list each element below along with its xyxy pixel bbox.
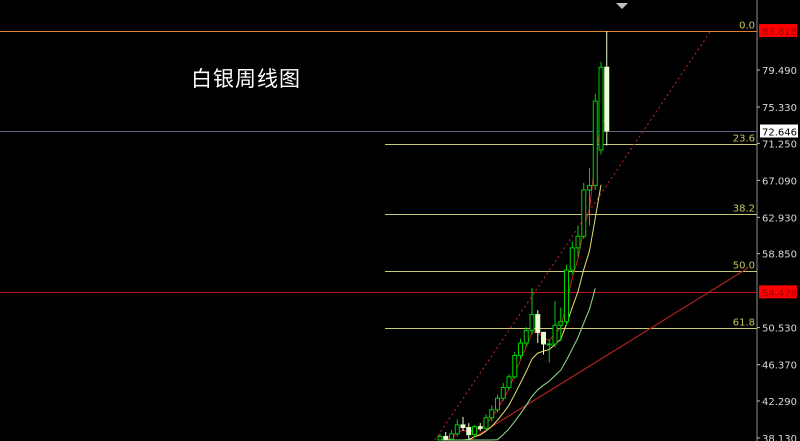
trend-channel-dotted [434,31,711,441]
candle-body [460,424,466,429]
candle [541,331,546,355]
candle [483,414,489,432]
candle-body [569,247,575,271]
y-tick-label: 58.850 [762,250,797,261]
fib-level-label: 61.8 [733,318,755,329]
candle-body [564,269,569,323]
chart-title: 白银周线图 [191,67,301,91]
current-price-label: 72.646 [762,128,797,139]
y-tick-label: 67.090 [762,176,797,187]
candle [466,423,472,440]
ma-fast-line [440,117,608,441]
candle [592,93,598,191]
candle-body [466,427,472,436]
candle [489,405,495,422]
candle [518,338,523,360]
candle-body [546,343,552,346]
candle-body [587,185,592,191]
trend-line [469,267,749,441]
candle [529,287,535,335]
fib-level-label: 23.6 [733,134,755,145]
candle-body [506,376,512,389]
candle-body [449,433,454,440]
candle-body [529,314,535,332]
candle [569,241,575,275]
candle [564,264,569,326]
candle-body [495,397,500,411]
candle-body [477,426,483,429]
y-tick-label: 50.530 [762,324,797,335]
y-tick-label: 46.370 [762,361,797,372]
candle-body [535,314,541,333]
candle-body [604,66,610,132]
fib-level-label: 38.2 [733,204,755,215]
candle-body [483,417,489,429]
candle [587,167,592,226]
candle [472,424,477,438]
candle-body [512,354,518,378]
candle-body [541,331,546,345]
candle [575,225,581,257]
y-tick-label: 79.490 [762,66,797,77]
candle-body [558,321,564,326]
candle-body [443,435,449,440]
candle [506,374,512,391]
candle [558,307,564,342]
candle [449,430,454,440]
candle [454,419,460,437]
y-tick-label: 71.250 [762,139,797,150]
fib-level-label: 0.0 [739,21,755,32]
candle [598,61,604,155]
price-tag [759,24,797,38]
candle [546,339,552,363]
price-tag-label: 54.428 [762,288,797,299]
price-tag-label: 83.818 [762,27,797,38]
shift-marker-icon [616,3,628,9]
candle-body [454,424,460,435]
y-tick-label: 62.930 [762,213,797,224]
candle [477,423,483,432]
candle-body [472,426,477,436]
price-tag [759,285,797,299]
candle [437,433,443,441]
ma-mid-line [440,184,602,441]
candle [495,394,500,413]
candle-body [489,409,495,419]
candle [512,351,518,379]
y-tick-label: 42.290 [762,397,797,408]
candle-body [592,100,598,187]
candle-body [598,66,604,151]
ma-slow-line [440,288,596,441]
candle-body [575,235,581,249]
fib-level-label: 50.0 [733,261,755,272]
y-tick-label: 38.130 [762,434,797,441]
candle-body [523,330,529,344]
candle [460,416,466,432]
candle-body [500,387,506,399]
candle [535,310,541,344]
candle [604,31,610,146]
candle [581,182,587,239]
candle-body [581,189,587,237]
y-tick-label: 75.330 [762,103,797,114]
candle-body [437,435,443,441]
candle [552,301,558,348]
candle [523,327,529,347]
candle [500,383,506,401]
candle-body [518,342,523,356]
current-price-tag [760,124,798,138]
candle [443,432,449,440]
candle-body [552,324,558,345]
